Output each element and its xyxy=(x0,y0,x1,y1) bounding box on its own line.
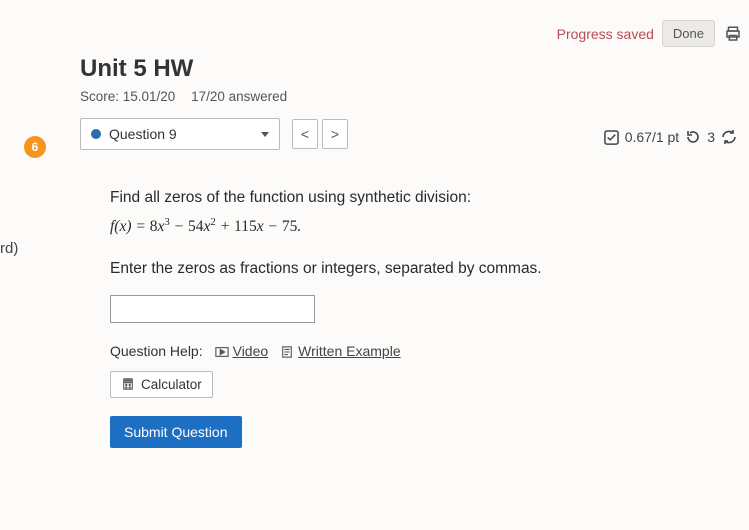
question-selector[interactable]: Question 9 xyxy=(80,118,280,150)
answered-label: 17/20 answered xyxy=(191,89,287,104)
prev-question-button[interactable]: < xyxy=(292,119,318,149)
question-function: f(x) = 8x3 − 54x2 + 115x − 75. xyxy=(110,214,749,239)
score-label: Score: 15.01/20 xyxy=(80,89,175,104)
print-icon[interactable] xyxy=(723,25,743,43)
video-help-link[interactable]: Video xyxy=(215,341,269,363)
page-title: Unit 5 HW xyxy=(80,55,749,83)
calculator-icon xyxy=(121,378,135,390)
question-number-badge[interactable]: 6 xyxy=(24,136,46,158)
video-icon xyxy=(215,346,229,358)
points-label: 0.67/1 pt xyxy=(625,129,680,145)
retry-icon[interactable] xyxy=(685,129,701,145)
question-help-label: Question Help: xyxy=(110,341,203,363)
answer-input[interactable] xyxy=(110,295,315,323)
retry-count: 3 xyxy=(707,129,715,145)
partial-credit-icon xyxy=(604,130,619,145)
submit-question-button[interactable]: Submit Question xyxy=(110,416,242,448)
next-question-button[interactable]: > xyxy=(322,119,348,149)
written-example-link[interactable]: Written Example xyxy=(280,341,400,363)
document-icon xyxy=(280,346,294,358)
question-instruction: Enter the zeros as fractions or integers… xyxy=(110,257,749,281)
question-prompt: Find all zeros of the function using syn… xyxy=(110,186,749,210)
refresh-icon[interactable] xyxy=(721,129,737,145)
progress-saved-label: Progress saved xyxy=(557,26,654,42)
question-selector-label: Question 9 xyxy=(109,126,177,142)
done-button[interactable]: Done xyxy=(662,20,715,47)
question-status-dot xyxy=(91,129,101,139)
cutoff-label: rd) xyxy=(0,240,18,257)
chevron-down-icon xyxy=(261,132,269,137)
calculator-button[interactable]: Calculator xyxy=(110,371,213,398)
